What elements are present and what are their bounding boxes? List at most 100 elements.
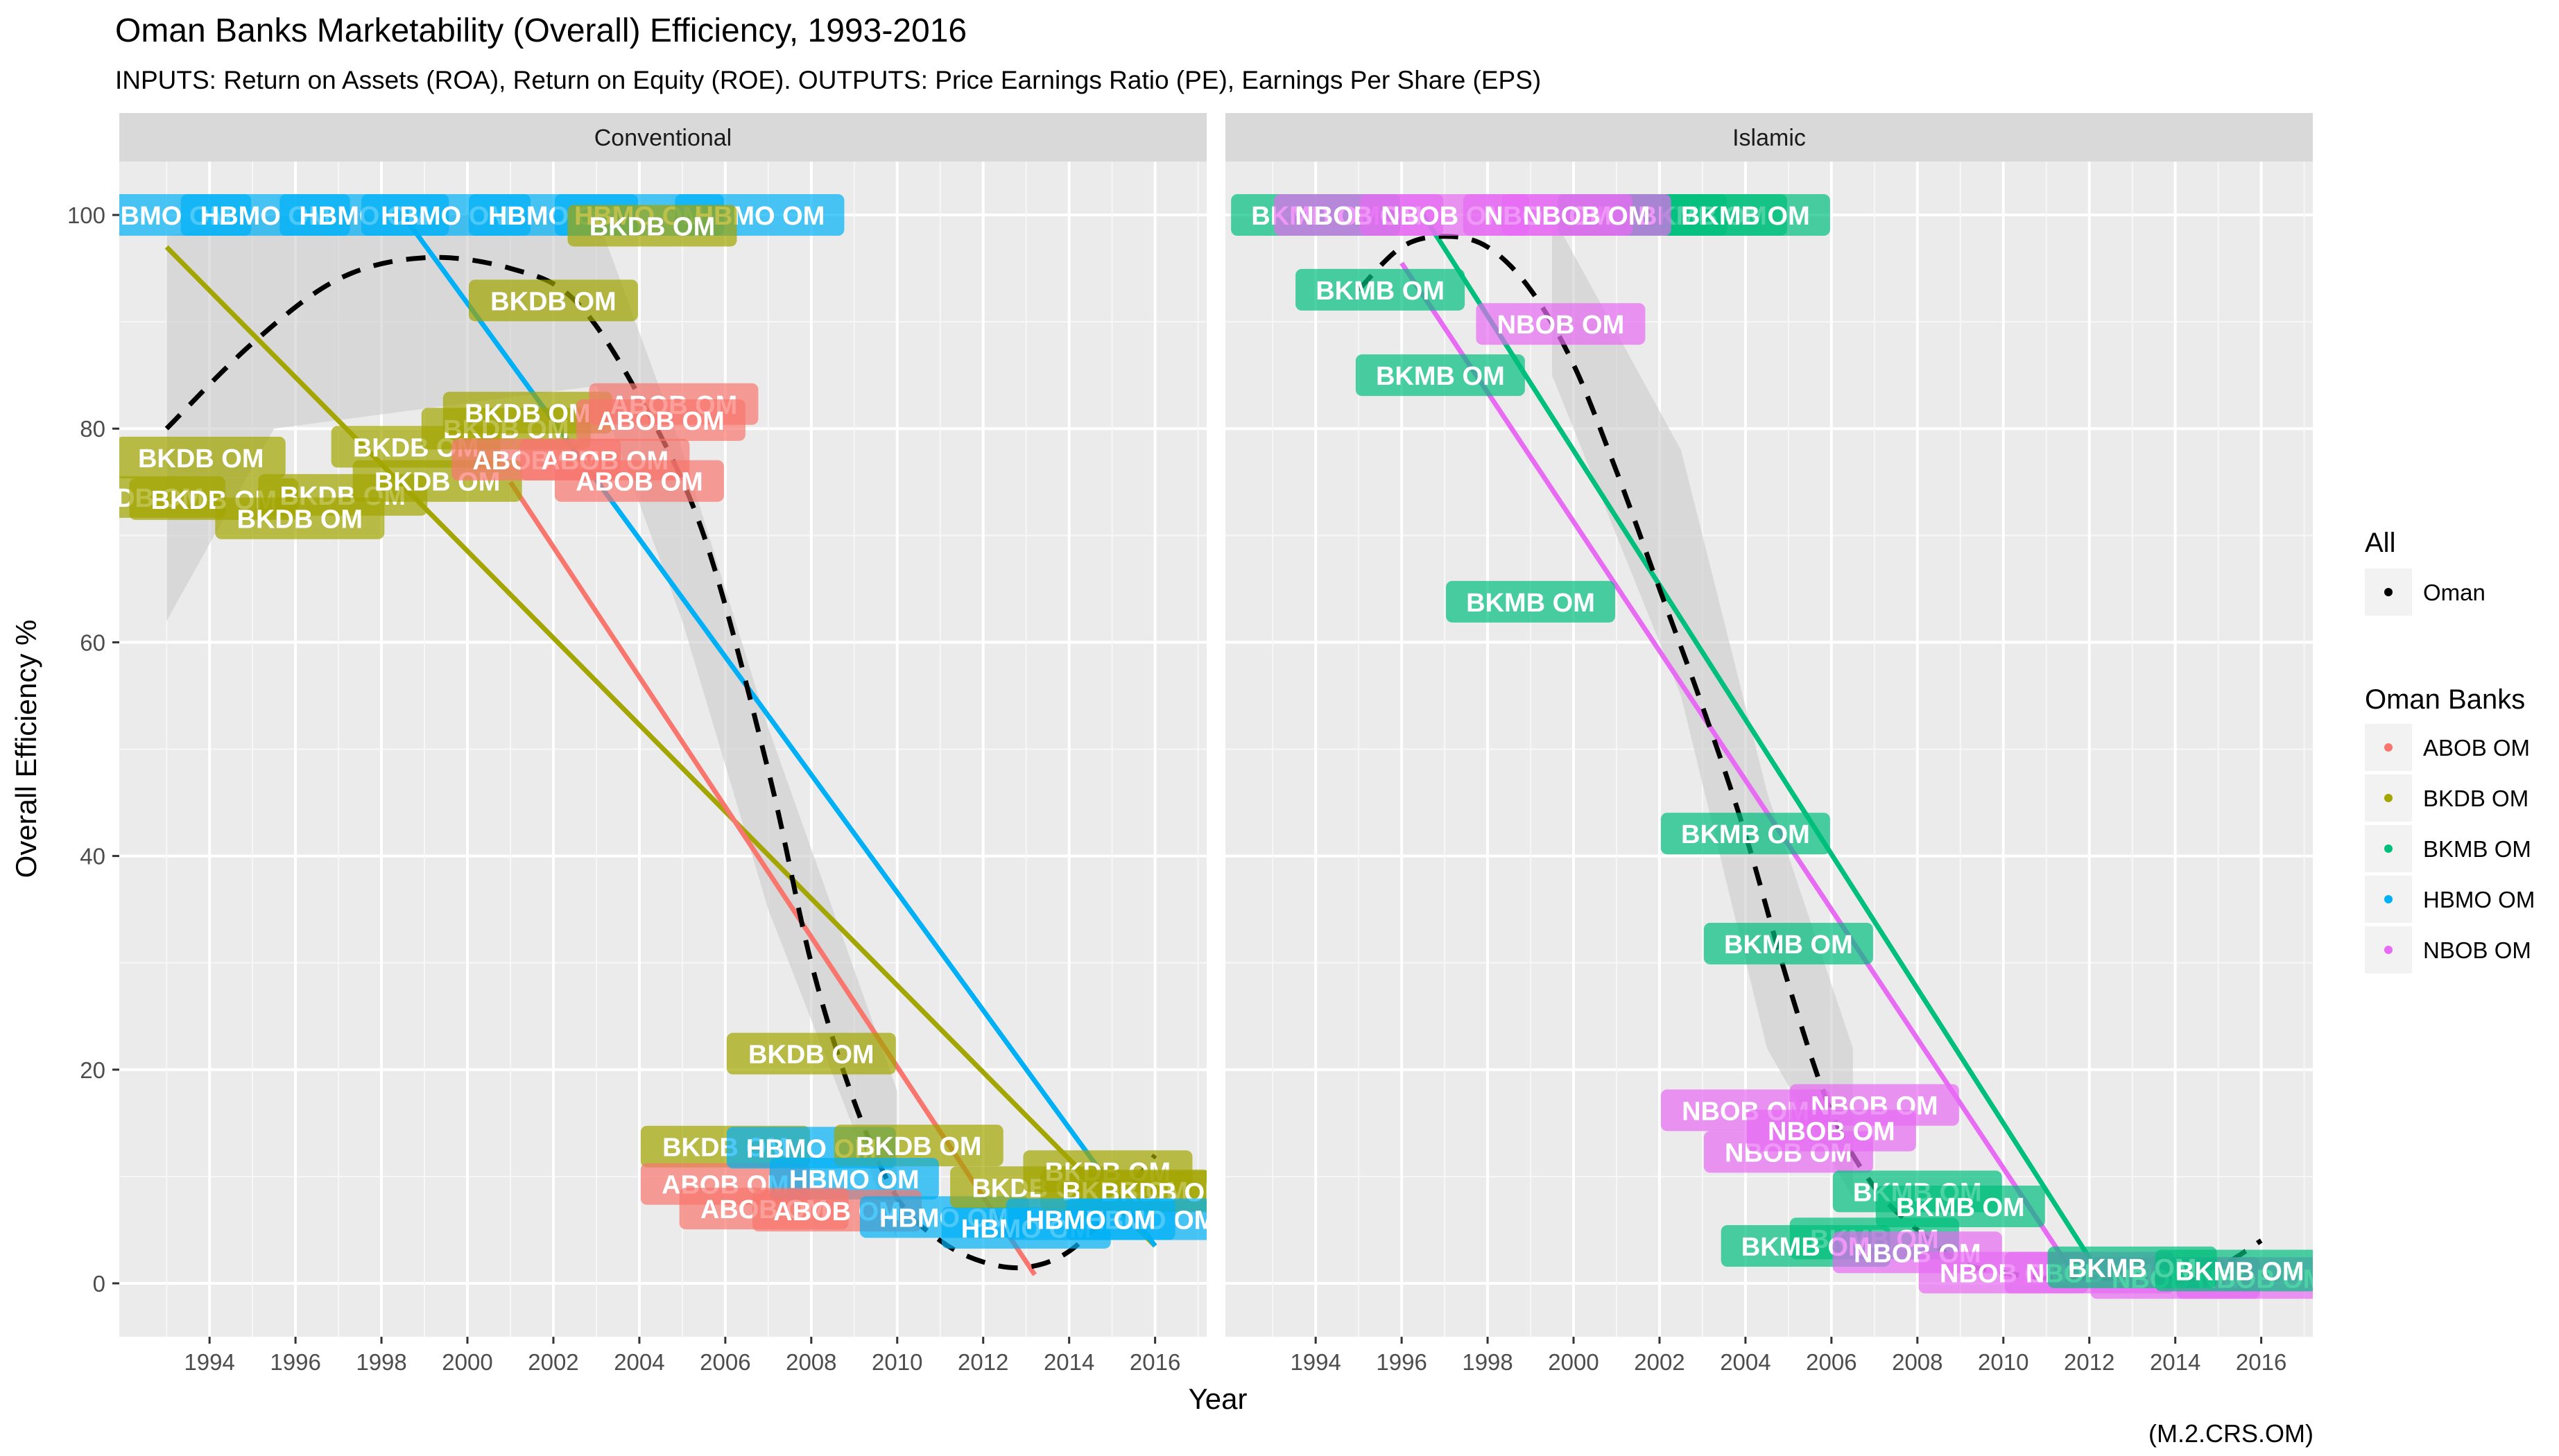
point-label-box [1746,1109,1916,1152]
point-label-bkmb-om: BKMB OM [1660,813,1830,855]
oman-curve [164,254,1157,1271]
point-label-text: BKDB OM [856,1132,982,1161]
legend-key-dot [2384,844,2393,853]
caption: (M.2.CRS.OM) [2148,1419,2314,1448]
point-label-text: NBOB OM [1768,1118,1895,1147]
y-axis-title: Overall Efficiency % [10,620,42,878]
legend-oman-label: Oman [2423,580,2485,605]
legend-entry-abob-om: ABOB OM [2365,724,2530,771]
y-tick-label: 100 [67,202,105,228]
point-label-box [1355,354,1525,397]
x-tick-label: 1994 [1290,1349,1341,1375]
x-tick-label: 2006 [1806,1349,1856,1375]
point-label-bkmb-om: BKMB OM [1660,194,1830,236]
point-label-text: BKDB OM [748,1041,874,1070]
x-tick-label: 2004 [614,1349,664,1375]
x-tick-label: 2004 [1720,1349,1770,1375]
x-tick-label: 2012 [958,1349,1008,1375]
point-label-bkmb-om: BKMB OM [1446,580,1616,623]
legend: All Oman Oman Banks ABOB OM BKDB OM BKMB O… [2365,528,2535,973]
point-label-text: BKMB OM [1681,202,1810,231]
point-label-abob-om: ABOB OM [576,399,746,441]
y-tick-label: 0 [93,1271,105,1297]
x-tick-label: 2000 [1548,1349,1599,1375]
legend-banks-title: Oman Banks [2365,684,2525,715]
legend-entry-hbmo-om: HBMO OM [2365,876,2535,923]
legend-key-dot [2384,895,2393,903]
point-label-abob-om: ABOB OM [554,460,724,502]
point-label-box [1501,194,1671,236]
point-label-text: BKMB OM [1896,1193,2025,1222]
x-tick-label: 2010 [872,1349,922,1375]
x-tick-label: 2012 [2064,1349,2114,1375]
y-tick-label: 60 [80,630,105,655]
x-tick-label: 2016 [1130,1349,1180,1375]
point-label-text: BKDB OM [237,505,363,535]
point-label-text: ABOB OM [597,407,725,436]
x-tick-label: 2008 [786,1349,836,1375]
point-label-text: BKMB OM [1316,277,1445,306]
point-label-nbob-om: NBOB OM [1746,1109,1916,1152]
x-tick-label: 2002 [1634,1349,1685,1375]
panel-labels: BKMB OM BKMB OM BKMB OM BKMB OM NBOB OM NBOB … [1231,194,2313,1299]
y-tick-label: 40 [80,844,105,869]
point-label-box [215,497,385,539]
legend-label: BKMB OM [2423,836,2531,862]
point-label-text: BKMB OM [1724,930,1853,960]
legend-entry-nbob-om: NBOB OM [2365,926,2531,973]
point-label-bkdb-om: BKDB OM [834,1125,1003,1167]
point-label-box [442,392,612,434]
point-label-box [726,1032,896,1075]
x-tick-label: 2002 [528,1349,578,1375]
point-label-box [468,279,638,322]
point-label-hbmo-om: HBMO OM [1006,1198,1175,1240]
legend-label: BKDB OM [2423,786,2528,811]
chart-title: Oman Banks Marketability (Overall) Effic… [115,12,967,49]
point-label-box [1006,1198,1175,1240]
point-label-box [2155,1249,2313,1292]
x-tick-label: 2014 [1044,1349,1094,1375]
point-label-text: NBOB OM [1523,202,1651,231]
point-label-bkdb-om: BKDB OM [567,205,737,247]
point-label-bkdb-om: BKDB OM [215,497,385,539]
legend-all-title: All [2365,528,2395,558]
x-tick-label: 2010 [1978,1349,2028,1375]
point-label-box [1875,1186,2045,1228]
trend-line-hbmo-om [401,213,1157,1248]
point-label-text: BKDB OM [490,287,617,316]
trend-line-bkdb-om [164,245,1157,1248]
point-label-text: BKDB OM [465,399,591,428]
legend-label: HBMO OM [2423,887,2535,912]
x-tick-label: 2008 [1892,1349,1942,1375]
point-label-text: BKMB OM [1376,362,1505,391]
point-label-box [1476,303,1646,345]
point-label-bkmb-om: BKMB OM [1355,354,1525,397]
trend-line-bkmb-om [1421,214,2105,1280]
point-label-text: NBOB OM [1497,311,1625,340]
point-label-text: BKMB OM [1681,820,1810,849]
chart-subtitle: INPUTS: Return on Assets (ROA), Return o… [115,66,1541,94]
point-label-bkdb-om: BKDB OM [442,392,612,434]
x-tick-label: 2000 [442,1349,492,1375]
legend-entry-bkdb-om: BKDB OM [2365,774,2528,822]
legend-key-dot [2384,946,2393,954]
legend-label: NBOB OM [2423,937,2531,963]
legend-key-dot [2384,794,2393,802]
point-label-bkmb-om: BKMB OM [2155,1249,2313,1292]
point-label-box [119,436,286,478]
point-label-box [1446,580,1616,623]
point-label-bkdb-om: BKDB OM [726,1032,896,1075]
y-tick-label: 80 [80,416,105,442]
point-label-box [567,205,737,247]
x-tick-label: 2006 [700,1349,750,1375]
y-tick-label: 20 [80,1057,105,1083]
point-label-text: BKDB OM [589,212,716,241]
point-label-box [554,460,724,502]
panel-conventional-strip-label: Conventional [594,125,732,151]
axes: 0 20 40 60 80 100 1994 1996 1998 2000 2002 2004 2006… [67,202,2286,1375]
point-label-bkmb-om: BKMB OM [1703,922,1873,964]
legend-oman-dot [2384,588,2393,596]
legend-entry-bkmb-om: BKMB OM [2365,825,2531,872]
